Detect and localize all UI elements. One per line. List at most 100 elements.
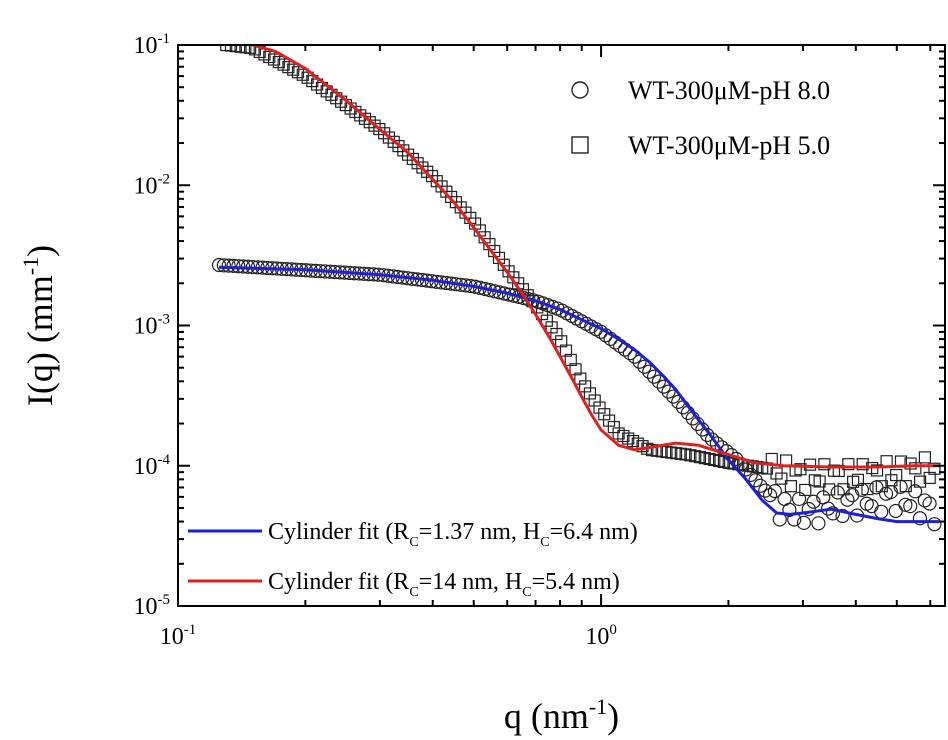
data-point-square (722, 456, 735, 469)
data-point-square (559, 344, 573, 357)
data-point-square (813, 475, 826, 488)
data-point-circle (661, 384, 676, 399)
y-tick-label: 10-2 (134, 171, 171, 199)
series-2-markers (220, 45, 941, 497)
y-tick-label-base: 10 (134, 173, 158, 199)
data-point-square (684, 449, 697, 462)
data-point-circle (903, 499, 918, 514)
data-point-circle (211, 257, 227, 273)
data-point-circle (704, 432, 720, 447)
data-point-square (579, 380, 592, 393)
data-point-square (909, 462, 922, 475)
data-point-square (406, 152, 419, 166)
legend-marker-circle (571, 81, 589, 99)
data-point-circle (762, 488, 778, 503)
data-point-square (392, 140, 405, 153)
data-point-square (411, 157, 424, 170)
data-point-square (693, 451, 707, 464)
data-point-circle (835, 508, 850, 524)
y-axis-label-text: I(q) (mm (20, 275, 60, 406)
data-point-square (301, 71, 314, 84)
data-point-square (378, 127, 391, 140)
data-point-circle (912, 511, 928, 526)
data-point-square (296, 68, 309, 81)
legend: WT-300μM-pH 8.0 WT-300μM-pH 5.0 (571, 76, 830, 160)
data-point-square (665, 446, 678, 459)
data-point-square (698, 451, 711, 465)
data-point-circle (782, 502, 797, 517)
y-axis-label-exponent: -1 (18, 257, 43, 275)
data-point-square (928, 462, 941, 475)
data-point-square (851, 473, 865, 486)
data-point-square (689, 450, 702, 463)
data-point-circle (888, 503, 903, 519)
x-tick-label-exponent: -1 (184, 622, 197, 638)
data-point-square (669, 447, 683, 460)
data-point-circle (656, 379, 671, 394)
data-point-square (583, 387, 597, 400)
data-point-circle (753, 478, 768, 493)
data-point-square (598, 408, 611, 421)
data-point-square (497, 258, 510, 271)
data-point-circle (801, 501, 816, 517)
x-axis-label: q (nm-1) (504, 694, 619, 736)
axis-ticks (177, 44, 945, 607)
data-point-square (593, 401, 606, 414)
y-tick-label-exponent: -3 (158, 312, 171, 328)
fit-label-part: =6.4 nm) (550, 519, 638, 545)
x-tick-label: 100 (585, 622, 617, 650)
data-point-square (899, 480, 912, 493)
data-point-square (564, 353, 577, 367)
data-point-circle (791, 491, 807, 507)
data-point-square (918, 451, 932, 464)
x-tick-label-base: 10 (585, 624, 609, 650)
plot-marks (211, 45, 942, 532)
data-point-circle (917, 493, 932, 508)
data-point-circle (216, 258, 231, 273)
data-point-circle (748, 473, 763, 488)
x-tick-label-exponent: 0 (609, 622, 617, 638)
data-point-square (373, 122, 386, 136)
fit-label-subscript: C (409, 535, 418, 550)
data-point-square (574, 372, 587, 385)
fit-line-2 (252, 45, 940, 469)
y-tick-label: 10-1 (134, 31, 171, 59)
x-axis-label-exponent: -1 (589, 694, 607, 719)
data-point-circle (646, 369, 662, 384)
fit-line-1 (218, 265, 940, 524)
fit-label-part: Cylinder fit (R (268, 569, 409, 595)
data-point-square (602, 414, 616, 427)
data-point-circle (874, 504, 889, 519)
data-point-circle (758, 483, 773, 498)
data-point-circle (864, 499, 879, 514)
y-tick-label-base: 10 (134, 454, 158, 480)
fit-label-part: Cylinder fit (R (268, 519, 409, 545)
data-point-square (808, 474, 821, 487)
data-point-square (401, 148, 415, 161)
data-point-square (794, 463, 807, 476)
data-point-square (244, 45, 257, 54)
data-point-circle (700, 427, 715, 443)
y-tick-label-base: 10 (134, 594, 158, 620)
data-point-square (818, 458, 831, 471)
legend-marker-square (571, 136, 589, 154)
y-tick-label-exponent: -1 (158, 31, 171, 47)
y-tick-label-exponent: -2 (158, 171, 171, 187)
data-point-circle (767, 483, 783, 499)
data-point-square (607, 420, 620, 434)
data-point-square (382, 131, 396, 144)
data-point-square (368, 119, 381, 132)
data-point-circle (806, 494, 821, 509)
data-point-circle (811, 516, 826, 531)
data-point-circle (226, 258, 241, 273)
data-point-square (550, 327, 563, 341)
data-point-square (545, 321, 558, 334)
data-point-square (387, 135, 400, 148)
y-tick-label: 10-3 (134, 312, 171, 340)
y-tick-label-exponent: -5 (158, 592, 171, 608)
data-point-square (703, 452, 716, 466)
fit-legend-label: Cylinder fit (RC=1.37 nm, HC=6.4 nm) (268, 519, 638, 550)
data-point-square (363, 116, 376, 129)
data-point-square (416, 161, 429, 174)
